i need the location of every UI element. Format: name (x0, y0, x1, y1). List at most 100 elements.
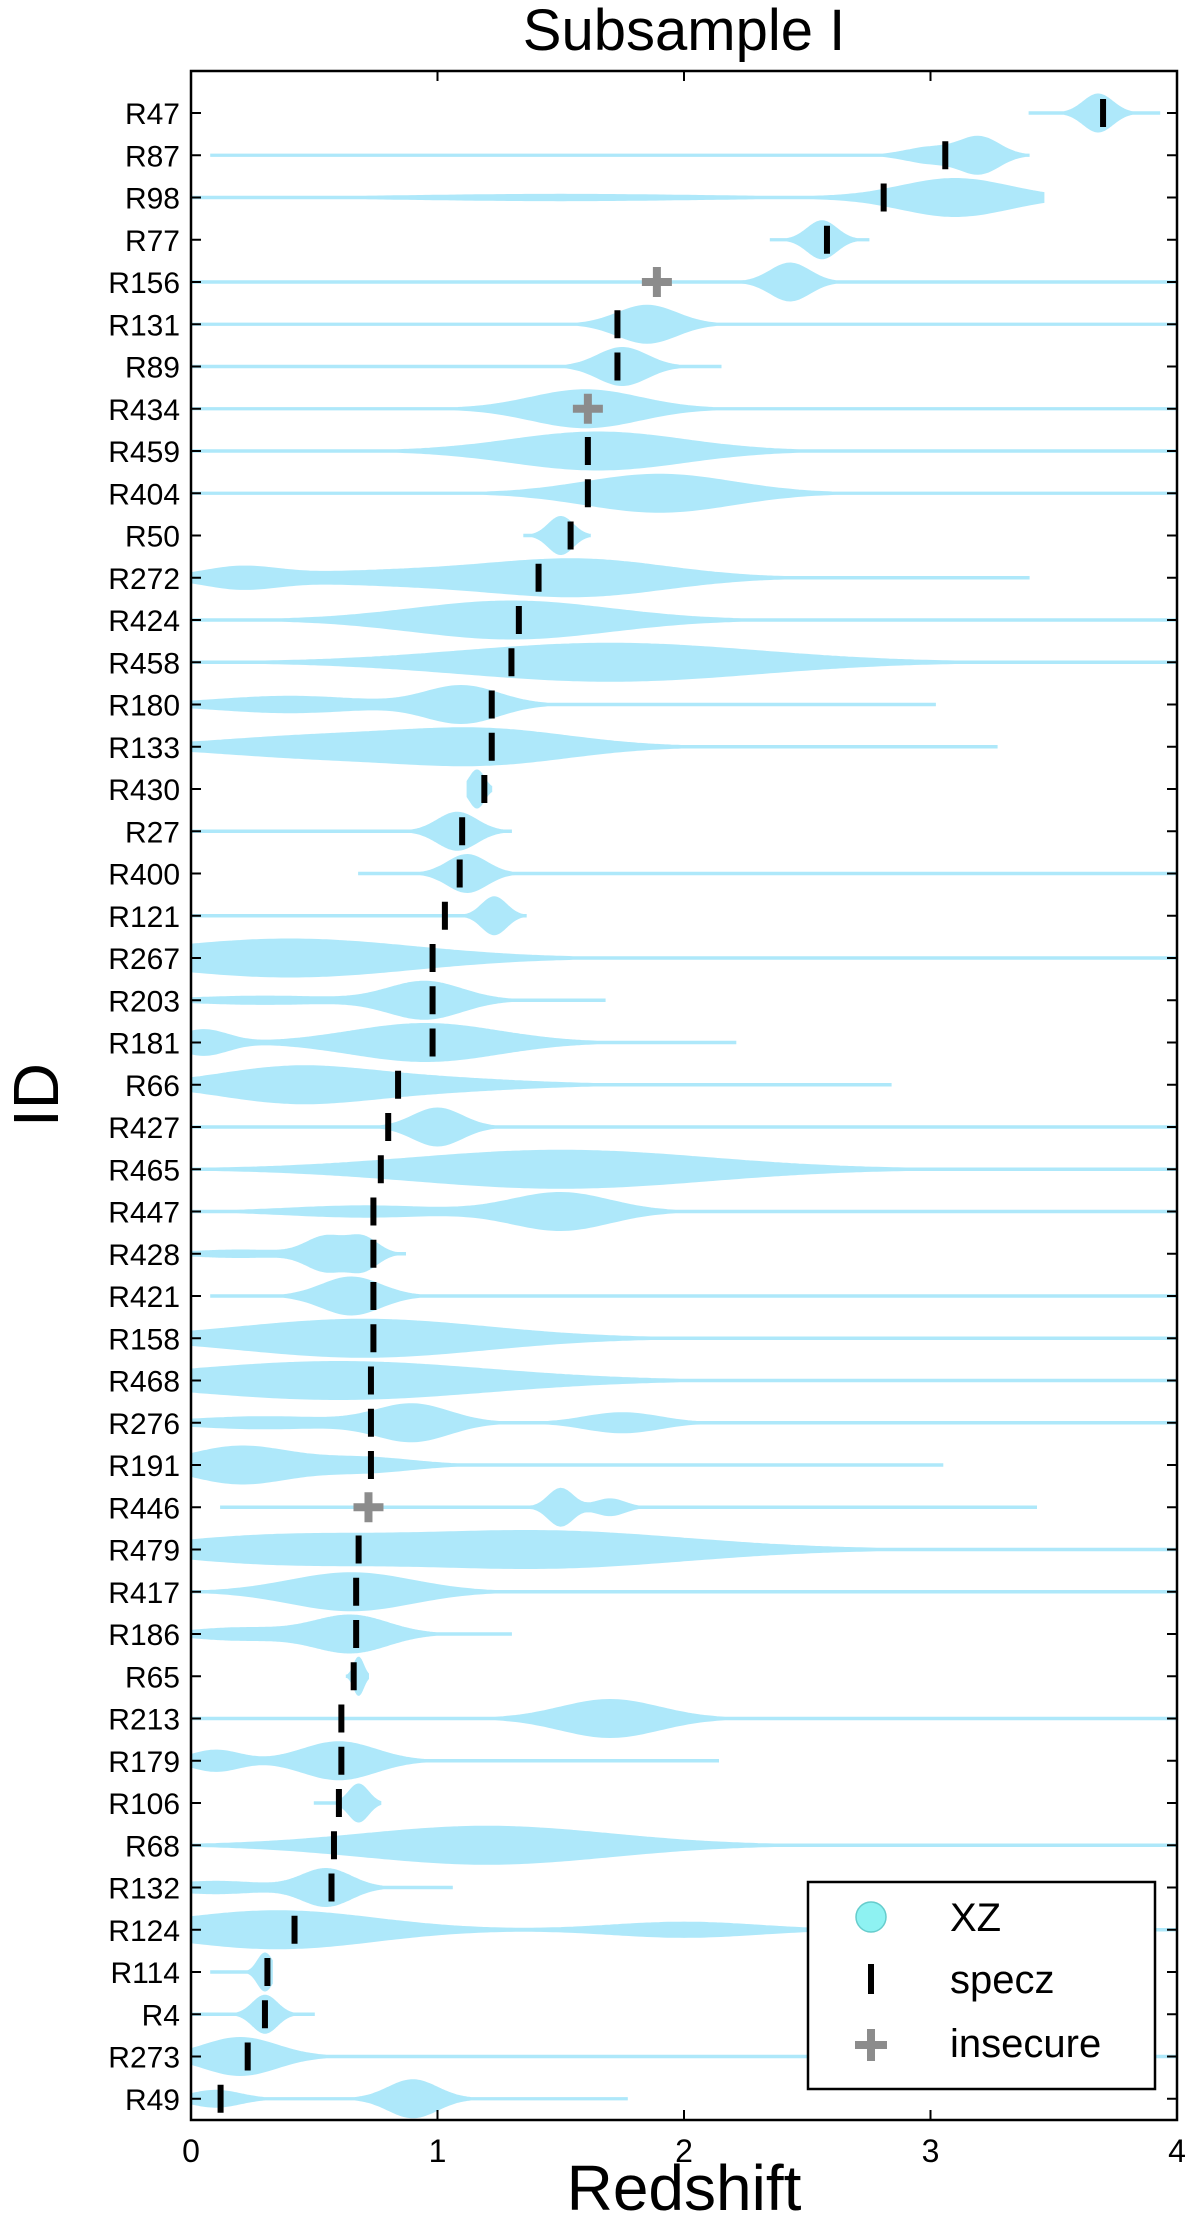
violin-R179 (190, 1741, 719, 1781)
y-tick-label-R114: R114 (111, 1957, 181, 1990)
violin-R417 (190, 1572, 1178, 1612)
y-tick-label-R131: R131 (108, 309, 180, 342)
specz-marker-R404 (584, 479, 591, 508)
y-axis-label: ID (0, 1063, 72, 1127)
y-tick-label-R49: R49 (125, 2084, 180, 2117)
violin-R156 (190, 262, 1178, 302)
violin-R186 (190, 1614, 512, 1654)
x-axis-label: Redshift (567, 2152, 802, 2224)
violin-R158 (190, 1318, 1178, 1358)
violin-R131 (190, 304, 1178, 344)
violin-R479 (190, 1530, 1178, 1569)
violin-R121 (190, 896, 527, 936)
y-tick-label-R186: R186 (108, 1619, 180, 1652)
specz-marker-R180 (488, 690, 495, 719)
y-tick-label-R132: R132 (108, 1873, 180, 1906)
specz-marker-R66 (395, 1070, 402, 1099)
specz-marker-R465 (377, 1155, 384, 1184)
y-tick-label-R447: R447 (108, 1197, 180, 1230)
specz-marker-R4 (261, 2000, 268, 2029)
y-tick-label-R459: R459 (108, 436, 180, 469)
specz-marker-R179 (338, 1746, 345, 1775)
y-tick-label-R158: R158 (108, 1323, 180, 1356)
specz-marker-R114 (264, 1958, 271, 1986)
y-tick-label-R404: R404 (108, 478, 180, 511)
specz-marker-R106 (335, 1789, 342, 1817)
violin-R106 (313, 1783, 382, 1823)
y-tick-label-R47: R47 (125, 98, 180, 131)
specz-marker-R203 (429, 986, 436, 1015)
violin-R458 (190, 642, 1178, 682)
specz-marker-R131 (614, 310, 621, 339)
legend-insecure-marker (855, 2029, 887, 2061)
x-tick-label-1: 1 (429, 2133, 447, 2169)
y-tick-label-R213: R213 (108, 1704, 180, 1737)
y-tick-label-R68: R68 (125, 1830, 180, 1863)
violin-R27 (190, 811, 512, 851)
violin-R68 (190, 1825, 1178, 1865)
insecure-marker-R446-v (364, 1492, 373, 1523)
insecure-marker-R434-v (583, 393, 592, 424)
specz-marker-R124 (291, 1915, 298, 1944)
specz-marker-R186 (353, 1620, 360, 1648)
specz-marker-R468 (367, 1366, 374, 1395)
specz-marker-R158 (370, 1324, 377, 1353)
specz-marker-R50 (567, 521, 574, 550)
y-tick-label-R458: R458 (108, 647, 180, 680)
specz-marker-R191 (367, 1451, 374, 1479)
y-tick-label-R98: R98 (125, 183, 180, 216)
specz-marker-R132 (328, 1873, 335, 1902)
x-tick-label-3: 3 (922, 2133, 940, 2169)
chart-title: Subsample I (523, 0, 845, 63)
y-tick-label-R427: R427 (108, 1112, 180, 1145)
insecure-marker-R156-v (652, 267, 661, 297)
y-tick-label-R124: R124 (108, 1915, 180, 1948)
specz-marker-R213 (338, 1704, 345, 1733)
specz-marker-R421 (370, 1282, 377, 1310)
x-tick-label-4: 4 (1168, 2133, 1186, 2169)
y-tick-label-R465: R465 (108, 1154, 180, 1187)
violin-R446 (220, 1487, 1037, 1527)
y-tick-label-R479: R479 (108, 1535, 180, 1568)
specz-marker-R428 (370, 1239, 377, 1268)
legend-specz-label: specz (950, 1958, 1055, 2002)
specz-marker-R89 (614, 352, 621, 381)
y-tick-label-R203: R203 (108, 985, 180, 1018)
y-tick-label-R89: R89 (125, 352, 180, 385)
specz-marker-R430 (481, 775, 488, 803)
y-tick-label-R87: R87 (125, 140, 180, 173)
y-tick-label-R66: R66 (125, 1070, 180, 1103)
specz-marker-R68 (330, 1831, 337, 1860)
specz-marker-R87 (942, 141, 949, 170)
legend-specz-marker (868, 1964, 874, 1994)
y-tick-label-R417: R417 (108, 1577, 180, 1610)
y-tick-label-R272: R272 (108, 563, 180, 596)
violin-R98 (190, 178, 1045, 217)
y-tick-label-R191: R191 (108, 1450, 180, 1483)
specz-marker-R272 (535, 563, 542, 592)
y-tick-label-R106: R106 (108, 1788, 180, 1821)
markers-layer (217, 99, 1107, 2113)
violin-R428 (190, 1234, 406, 1274)
y-tick-label-R27: R27 (125, 816, 180, 849)
violin-R400 (358, 853, 1178, 894)
violin-R421 (210, 1276, 1178, 1316)
violin-R404 (190, 473, 1178, 513)
y-tick-label-R50: R50 (125, 521, 180, 554)
legend-xz-marker (855, 1901, 887, 1933)
specz-marker-R77 (823, 225, 830, 254)
specz-marker-R121 (441, 901, 448, 930)
y-tick-label-R468: R468 (108, 1366, 180, 1399)
y-tick-label-R179: R179 (108, 1746, 180, 1779)
specz-marker-R133 (488, 732, 495, 761)
violin-R49 (190, 2079, 628, 2119)
violin-R468 (190, 1361, 1178, 1400)
specz-marker-R427 (385, 1113, 392, 1141)
specz-marker-R65 (350, 1662, 357, 1691)
y-axis: R47 R87 R98 R77 R156 R131 R89 R434 R459 R404 R50 R2… (108, 98, 1177, 2117)
specz-marker-R273 (244, 2042, 251, 2071)
violin-R133 (190, 727, 998, 767)
violin-R181 (190, 1023, 737, 1062)
legend-insecure-label: insecure (950, 2022, 1101, 2066)
y-tick-label-R428: R428 (108, 1239, 180, 1272)
